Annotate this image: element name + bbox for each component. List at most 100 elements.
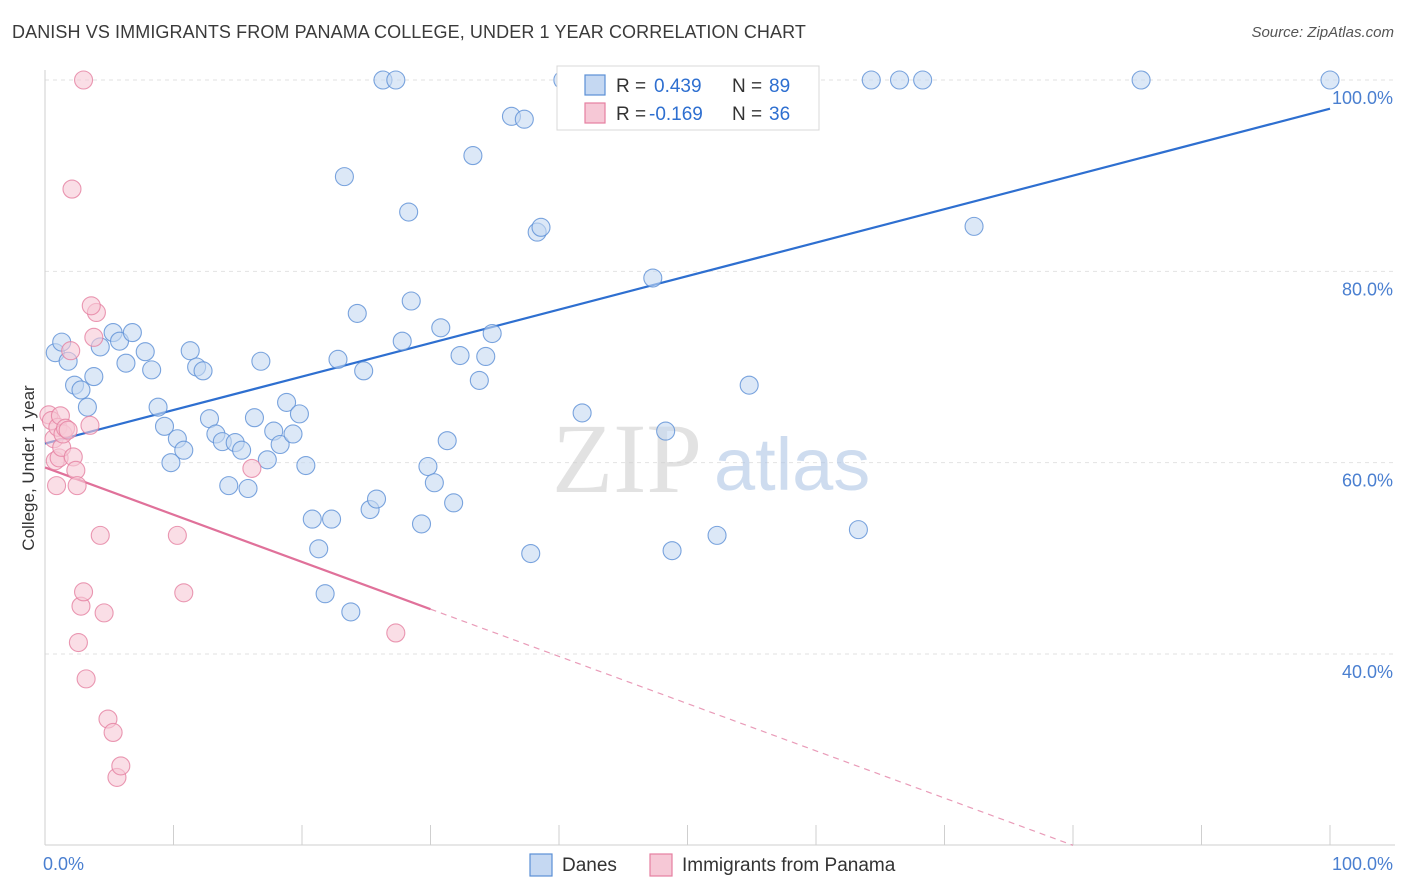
legend-n-label-danes: N =	[732, 76, 762, 97]
point-danes	[482, 323, 502, 344]
point-danes	[289, 404, 309, 424]
point-danes	[116, 353, 136, 373]
point-danes	[251, 351, 271, 371]
point-danes	[283, 424, 303, 444]
point-danes	[444, 493, 464, 513]
gridlines	[45, 79, 1395, 655]
point-danes	[463, 146, 483, 166]
point-danes	[309, 539, 329, 559]
point-panama	[167, 525, 187, 545]
point-danes	[401, 291, 421, 311]
y-tick-label: 40.0%	[1342, 662, 1393, 682]
chart-title: DANISH VS IMMIGRANTS FROM PANAMA COLLEGE…	[12, 22, 806, 42]
point-panama	[90, 525, 110, 545]
point-panama	[61, 341, 81, 361]
bottom-legend-label-danes: Danes	[562, 855, 617, 876]
legend-r-label-panama: R =	[616, 104, 646, 125]
point-panama	[111, 756, 131, 776]
legend-n-label-panama: N =	[732, 104, 762, 125]
point-danes	[431, 318, 451, 338]
axes	[44, 70, 1395, 846]
legend-r-value-panama: -0.169	[649, 104, 703, 125]
legend-n-value-danes: 89	[769, 76, 790, 97]
point-panama	[103, 722, 123, 742]
point-panama	[68, 632, 88, 653]
point-danes	[277, 392, 297, 412]
point-danes	[193, 361, 213, 381]
y-tick-label: 80.0%	[1342, 279, 1393, 299]
point-danes	[411, 514, 432, 534]
point-danes	[322, 509, 342, 529]
point-danes	[180, 341, 200, 361]
bottom-legend-swatch-danes	[529, 853, 553, 877]
point-panama	[81, 296, 101, 316]
point-danes	[77, 397, 97, 417]
point-danes	[142, 360, 162, 380]
x-tick-label: 100.0%	[1332, 854, 1393, 874]
point-danes	[531, 217, 551, 237]
bottom-legend-swatch-panama	[649, 853, 673, 877]
point-danes	[84, 367, 104, 387]
point-panama	[67, 476, 87, 496]
point-danes	[334, 167, 354, 187]
point-danes	[244, 408, 265, 428]
point-danes	[643, 268, 663, 288]
legend-box: R = 0.439 N = 89 R = -0.169 N = 36	[556, 65, 820, 131]
point-panama	[76, 669, 96, 689]
trend-line-danes	[44, 107, 1331, 445]
bottom-legend: Danes Immigrants from Panama	[529, 853, 896, 877]
point-danes	[328, 349, 348, 369]
point-danes	[469, 370, 489, 390]
legend-swatch-panama	[584, 102, 606, 124]
point-danes	[232, 440, 252, 460]
point-panama	[174, 583, 194, 603]
point-danes	[1320, 70, 1340, 90]
point-panama	[74, 70, 94, 90]
watermark-zip: ZIP	[552, 403, 702, 514]
y-tick-labels: 40.0% 60.0% 80.0% 100.0%	[1332, 88, 1393, 682]
point-danes	[296, 455, 316, 476]
point-danes	[424, 473, 444, 493]
point-danes	[418, 456, 438, 477]
watermark-atlas: atlas	[714, 423, 870, 506]
point-danes	[219, 476, 239, 496]
point-danes	[366, 489, 387, 509]
point-panama	[74, 582, 94, 602]
point-danes	[476, 346, 496, 367]
y-axis-label: College, Under 1 year	[19, 385, 38, 551]
point-panama	[80, 415, 100, 435]
point-danes	[341, 602, 361, 622]
point-panama	[62, 179, 82, 199]
point-danes	[913, 70, 933, 90]
legend-n-value-panama: 36	[769, 104, 790, 125]
point-danes	[122, 323, 142, 343]
chart-source: Source: ZipAtlas.com	[1251, 24, 1394, 41]
point-danes	[848, 520, 868, 540]
point-danes	[71, 380, 91, 400]
point-panama	[242, 458, 262, 478]
point-panama	[47, 476, 67, 496]
point-danes	[572, 403, 592, 423]
point-danes	[889, 70, 910, 90]
legend-r-label-danes: R =	[616, 76, 646, 97]
y-tick-label: 100.0%	[1332, 88, 1393, 108]
point-danes	[521, 543, 541, 564]
data-points	[39, 70, 1340, 787]
trend-line-panama-extrapolated	[430, 608, 1074, 846]
point-danes	[315, 584, 335, 604]
point-danes	[302, 509, 322, 529]
legend-r-value-danes: 0.439	[654, 76, 702, 97]
x-tick-labels: 0.0% 100.0%	[43, 854, 1393, 874]
point-danes	[656, 421, 676, 441]
point-panama	[94, 603, 114, 623]
y-tick-label: 60.0%	[1342, 471, 1393, 491]
point-panama	[84, 327, 104, 347]
point-danes	[347, 303, 367, 323]
point-danes	[450, 345, 470, 366]
point-danes	[739, 375, 759, 395]
point-danes	[437, 431, 457, 451]
point-danes	[135, 342, 155, 362]
point-danes	[386, 70, 406, 90]
point-danes	[399, 202, 419, 222]
